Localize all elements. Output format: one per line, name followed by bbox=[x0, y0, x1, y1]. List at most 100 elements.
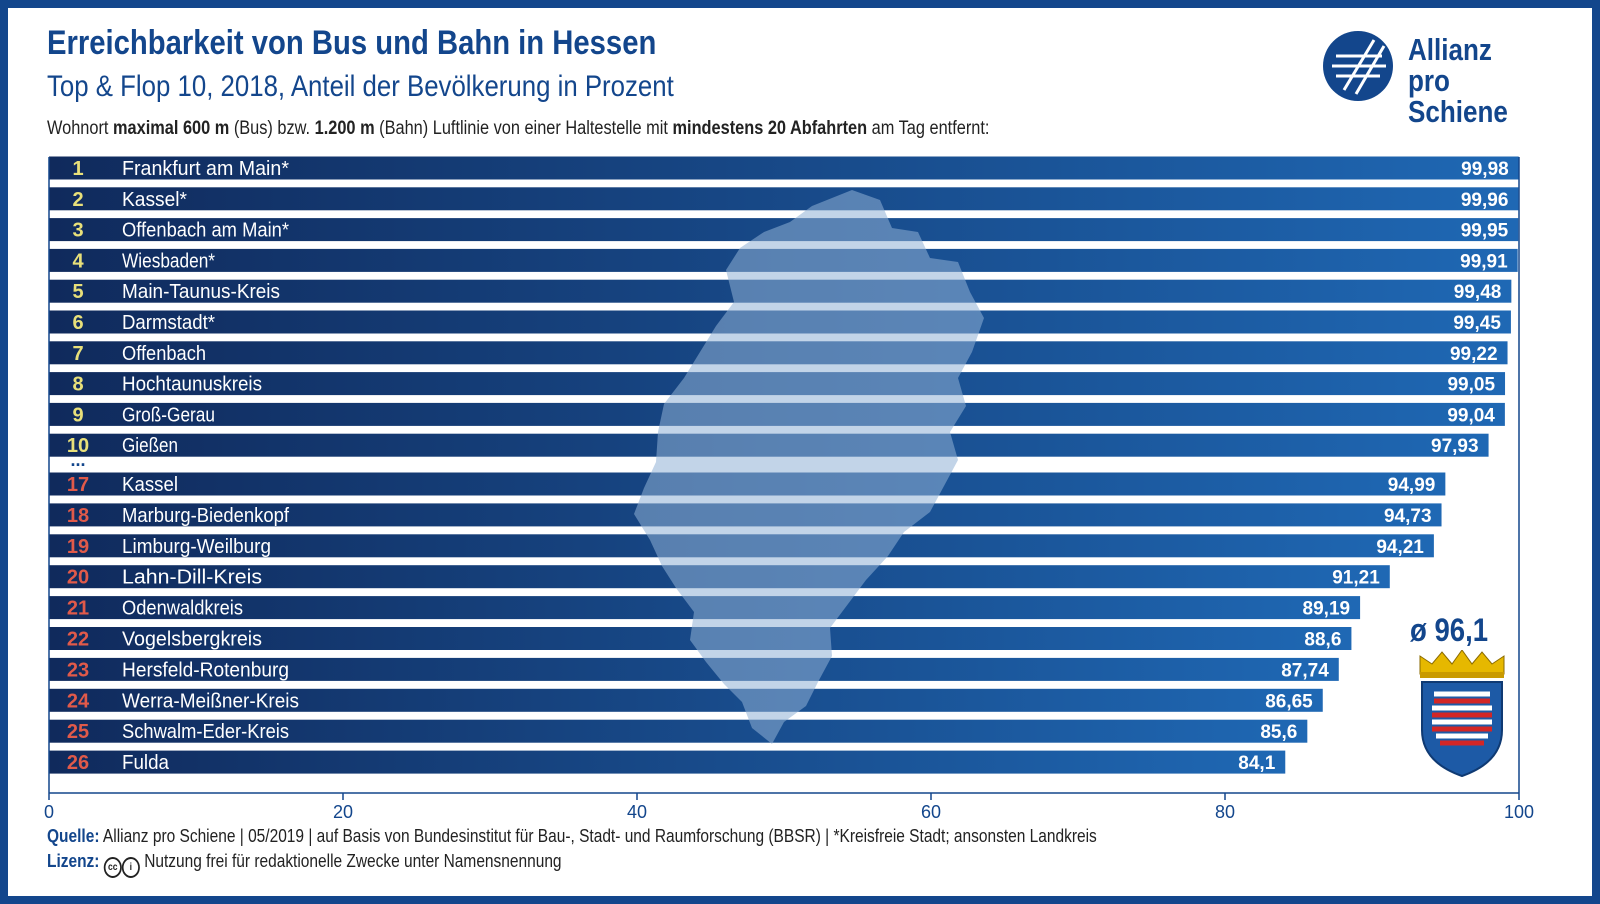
rank-label: 26 bbox=[67, 752, 89, 774]
rank-label: 4 bbox=[72, 250, 84, 272]
logo-line1: Allianz bbox=[1408, 32, 1492, 67]
category-label: Wiesbaden* bbox=[122, 250, 215, 272]
category-label: Marburg-Biedenkopf bbox=[122, 505, 289, 527]
data-label: 99,91 bbox=[1460, 251, 1508, 272]
desc-bold: 1.200 m bbox=[314, 118, 375, 139]
data-label: 94,99 bbox=[1388, 475, 1436, 496]
source-text: Allianz pro Schiene | 05/2019 | auf Basi… bbox=[102, 826, 1097, 846]
data-label: 85,6 bbox=[1260, 722, 1297, 743]
x-tick-label: 80 bbox=[1215, 802, 1235, 822]
category-label: Gießen bbox=[122, 435, 178, 457]
rank-label: 21 bbox=[67, 598, 89, 620]
bar bbox=[49, 156, 1519, 180]
allianz-pro-schiene-logo: Allianz pro Schiene bbox=[1322, 30, 1562, 127]
category-label: Odenwaldkreis bbox=[122, 598, 243, 620]
chart-title: Erreichbarkeit von Bus und Bahn in Hesse… bbox=[47, 24, 657, 62]
rank-label: 17 bbox=[67, 474, 89, 496]
data-label: 99,05 bbox=[1447, 375, 1495, 396]
x-tick-label: 40 bbox=[627, 802, 647, 822]
average-label: ø 96,1 bbox=[1410, 612, 1489, 648]
category-label: Offenbach bbox=[122, 343, 206, 365]
data-label: 94,21 bbox=[1376, 537, 1424, 558]
category-label: Kassel bbox=[122, 474, 178, 496]
hessen-crest-icon bbox=[1419, 650, 1505, 778]
rank-label: 10 bbox=[67, 435, 89, 457]
rank-label: 22 bbox=[67, 629, 89, 651]
category-label: Groß-Gerau bbox=[122, 404, 215, 426]
source-label: Quelle: bbox=[47, 826, 100, 846]
x-tick-label: 100 bbox=[1504, 802, 1534, 822]
logo-line2: pro Schiene bbox=[1408, 63, 1508, 129]
bar bbox=[49, 187, 1519, 211]
bar bbox=[49, 719, 1308, 743]
desc-bold: maximal 600 m bbox=[113, 118, 230, 139]
rank-label: 6 bbox=[72, 312, 83, 334]
logo-icon bbox=[1323, 31, 1393, 101]
attribution-icon: i bbox=[121, 857, 140, 878]
rank-label: 9 bbox=[72, 404, 83, 426]
data-label: 88,6 bbox=[1304, 630, 1341, 651]
chart-subtitle: Top & Flop 10, 2018, Anteil der Bevölker… bbox=[47, 70, 674, 103]
category-label: Limburg-Weilburg bbox=[122, 536, 271, 558]
separator-label: ... bbox=[70, 450, 85, 470]
rank-label: 5 bbox=[72, 281, 83, 303]
category-label: Main-Taunus-Kreis bbox=[122, 281, 280, 303]
rank-label: 3 bbox=[72, 220, 83, 242]
rank-label: 7 bbox=[72, 343, 83, 365]
data-label: 86,65 bbox=[1265, 691, 1313, 712]
footer-license: Lizenz: cc i Nutzung frei für redaktionel… bbox=[47, 851, 562, 878]
bar bbox=[49, 657, 1339, 681]
rank-label: 24 bbox=[67, 690, 90, 712]
x-tick-label: 0 bbox=[44, 802, 54, 822]
data-label: 87,74 bbox=[1281, 660, 1329, 681]
data-label: 99,95 bbox=[1461, 221, 1509, 242]
desc-part: am Tag entfernt: bbox=[867, 118, 990, 139]
category-label: Lahn-Dill-Kreis bbox=[122, 567, 262, 589]
x-tick-label: 20 bbox=[333, 802, 353, 822]
category-label: Fulda bbox=[122, 752, 170, 774]
data-label: 89,19 bbox=[1303, 599, 1351, 620]
category-label: Offenbach am Main* bbox=[122, 220, 289, 242]
rank-label: 1 bbox=[72, 158, 83, 180]
category-label: Frankfurt am Main* bbox=[122, 158, 289, 180]
logo-text: Allianz pro Schiene bbox=[1408, 34, 1537, 127]
data-label: 99,98 bbox=[1461, 159, 1509, 180]
desc-part: (Bahn) Luftlinie von einer Haltestelle m… bbox=[374, 118, 673, 139]
hessen-map-silhouette bbox=[634, 190, 984, 744]
footer-source: Quelle: Allianz pro Schiene | 05/2019 | … bbox=[47, 826, 1097, 847]
category-label: Hochtaunuskreis bbox=[122, 374, 262, 396]
category-label: Vogelsbergkreis bbox=[122, 629, 262, 651]
category-label: Darmstadt* bbox=[122, 312, 215, 334]
desc-part: Wohnort bbox=[47, 118, 114, 139]
bar bbox=[49, 750, 1286, 774]
rank-label: 2 bbox=[72, 189, 83, 211]
desc-bold: mindestens 20 Abfahrten bbox=[672, 118, 868, 139]
category-label: Kassel* bbox=[122, 189, 187, 211]
rank-label: 23 bbox=[67, 659, 89, 681]
data-label: 99,48 bbox=[1454, 282, 1502, 303]
data-label: 91,21 bbox=[1332, 568, 1380, 589]
data-label: 97,93 bbox=[1431, 436, 1479, 457]
data-label: 94,73 bbox=[1384, 506, 1432, 527]
rank-label: 20 bbox=[67, 567, 89, 589]
category-label: Schwalm-Eder-Kreis bbox=[122, 721, 289, 743]
rank-label: 8 bbox=[72, 374, 83, 396]
rank-label: 19 bbox=[67, 536, 89, 558]
creative-commons-icon: cc bbox=[103, 857, 122, 878]
license-text: Nutzung frei für redaktionelle Zwecke un… bbox=[144, 851, 562, 871]
data-label: 84,1 bbox=[1238, 753, 1275, 774]
license-label: Lizenz: bbox=[47, 851, 100, 871]
data-label: 99,04 bbox=[1447, 405, 1495, 426]
rank-label: 25 bbox=[67, 721, 89, 743]
desc-part: (Bus) bzw. bbox=[229, 118, 315, 139]
data-label: 99,96 bbox=[1461, 190, 1509, 211]
chart-description: Wohnort maximal 600 m (Bus) bzw. 1.200 m… bbox=[47, 118, 989, 140]
rank-label: 18 bbox=[67, 505, 89, 527]
category-label: Hersfeld-Rotenburg bbox=[122, 659, 289, 681]
x-tick-label: 60 bbox=[921, 802, 941, 822]
category-label: Werra-Meißner-Kreis bbox=[122, 690, 299, 712]
bar bbox=[49, 688, 1323, 712]
data-label: 99,45 bbox=[1453, 313, 1501, 334]
data-label: 99,22 bbox=[1450, 344, 1498, 365]
